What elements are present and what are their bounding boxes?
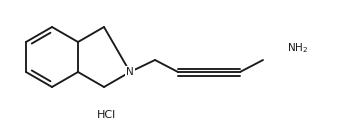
Text: NH$_2$: NH$_2$ <box>287 41 308 55</box>
Text: N: N <box>126 67 134 77</box>
Text: HCl: HCl <box>97 110 117 120</box>
